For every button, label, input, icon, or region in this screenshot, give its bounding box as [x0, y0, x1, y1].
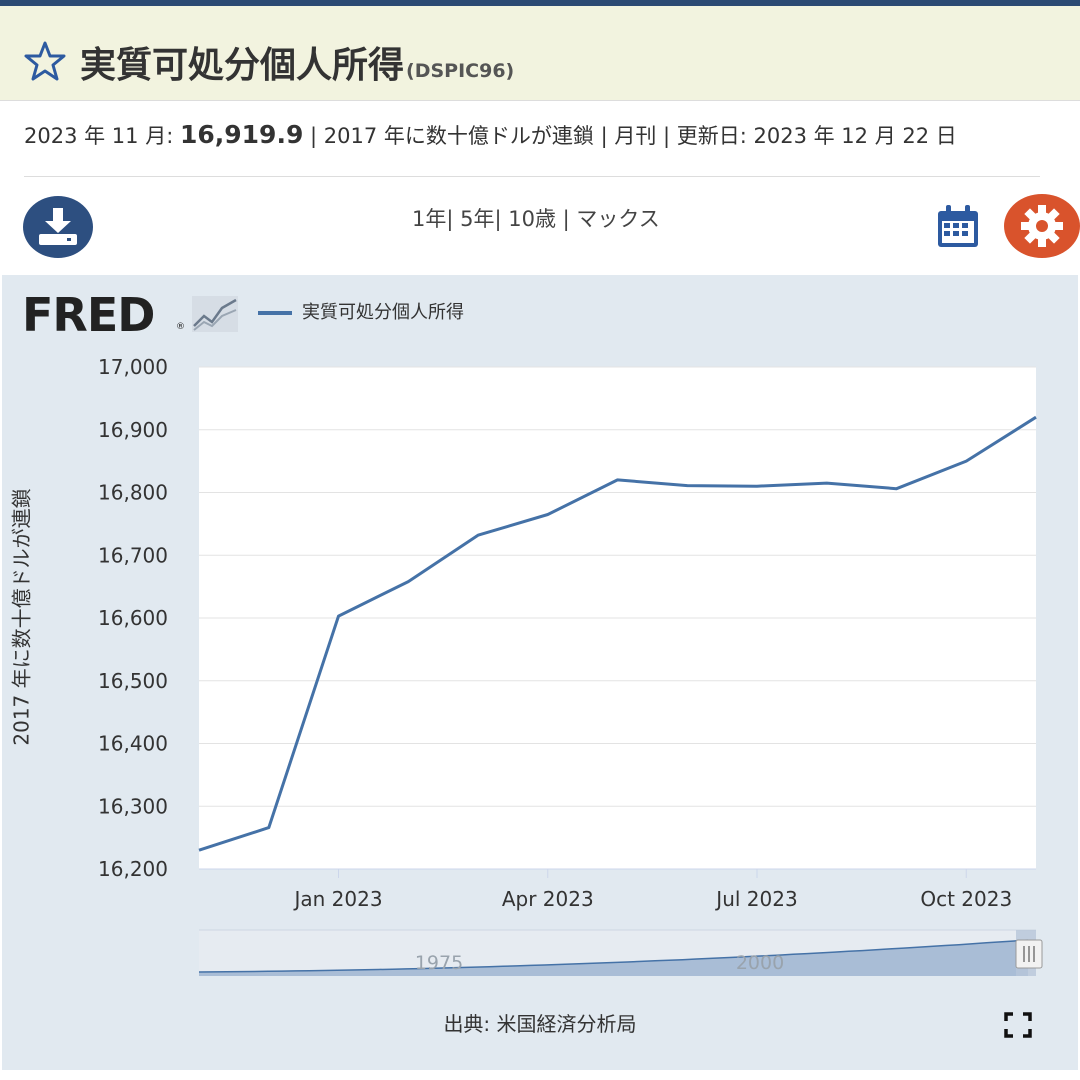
- navigator-label: 1975: [415, 952, 463, 974]
- y-tick-label: 16,300: [98, 794, 168, 818]
- latest-value: 16,919.9: [179, 120, 304, 149]
- legend-swatch: [258, 311, 292, 315]
- navigator-area: [199, 940, 1028, 976]
- y-tick-label: 16,700: [98, 543, 168, 567]
- date-range-selector: 1年| 5年| 10歳 | マックス: [412, 203, 660, 233]
- y-tick-label: 16,600: [98, 606, 168, 630]
- observation-date: 2023 年 11 月:: [24, 124, 174, 148]
- settings-button[interactable]: [1004, 194, 1080, 258]
- range-10y[interactable]: | 10歳: [494, 207, 556, 231]
- divider: [24, 176, 1040, 177]
- range-max[interactable]: | マックス: [562, 207, 660, 231]
- series-title: 実質可処分個人所得: [80, 45, 405, 86]
- chart-legend[interactable]: 実質可処分個人所得: [258, 298, 464, 324]
- range-1y[interactable]: 1年: [412, 207, 447, 231]
- gear-icon: [1021, 205, 1063, 247]
- top-strip: [0, 0, 1080, 6]
- y-tick-label: 16,200: [98, 857, 168, 881]
- range-5y[interactable]: | 5年: [446, 207, 495, 231]
- series-id: (DSPIC96): [406, 60, 515, 82]
- fred-chart-icon: [192, 296, 238, 332]
- x-tick-label: Jan 2023: [292, 887, 382, 911]
- units-frequency: | 2017 年に数十億ドルが連鎖 | 月刊 | 更新日:: [310, 124, 747, 148]
- calendar-icon[interactable]: [934, 202, 982, 250]
- page-title: 実質可処分個人所得 (DSPIC96): [80, 36, 514, 88]
- series-meta: 2023 年 11 月: 16,919.9 | 2017 年に数十億ドルが連鎖 …: [24, 120, 957, 150]
- x-tick-label: Apr 2023: [502, 887, 594, 911]
- y-tick-label: 16,500: [98, 669, 168, 693]
- star-icon[interactable]: [24, 40, 66, 82]
- download-icon: [39, 208, 77, 245]
- fred-logo: FRED: [22, 288, 155, 342]
- y-tick-label: 16,800: [98, 481, 168, 505]
- fullscreen-icon[interactable]: [1004, 1012, 1032, 1038]
- legend-label: 実質可処分個人所得: [302, 302, 464, 323]
- y-tick-label: 17,000: [98, 355, 168, 379]
- x-tick-label: Jul 2023: [714, 887, 797, 911]
- x-tick-label: Oct 2023: [920, 887, 1012, 911]
- y-tick-label: 16,900: [98, 418, 168, 442]
- navigator-label: 2000: [736, 952, 784, 974]
- y-tick-label: 16,400: [98, 732, 168, 756]
- chart-source: 出典: 米国経済分析局: [443, 1012, 637, 1036]
- fred-registered-mark: ®: [176, 322, 185, 332]
- updated-date: 2023 年 12 月 22 日: [753, 124, 957, 148]
- navigator-line: [198, 939, 1029, 973]
- download-button[interactable]: [23, 196, 93, 258]
- series-header: 実質可処分個人所得 (DSPIC96): [0, 6, 1080, 101]
